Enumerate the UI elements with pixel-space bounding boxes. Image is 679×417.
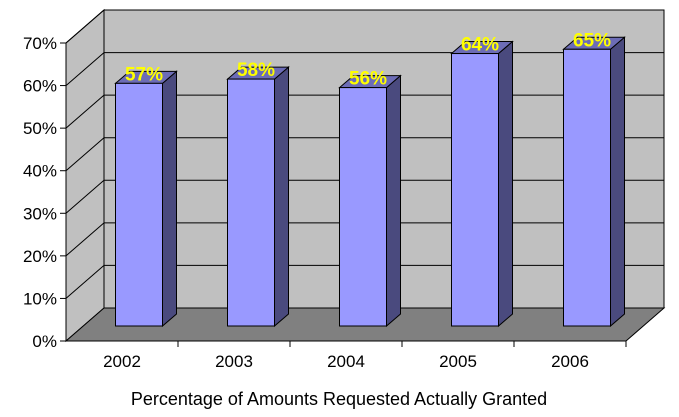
x-axis-label: Percentage of Amounts Requested Actually… <box>131 389 547 409</box>
data-label: 56% <box>349 69 387 90</box>
bar-side <box>387 76 401 326</box>
y-tick-label: 50% <box>23 119 57 138</box>
y-tick-label: 40% <box>23 162 57 181</box>
data-label: 57% <box>125 64 163 85</box>
y-tick-label: 70% <box>23 34 57 53</box>
data-label: 65% <box>573 30 611 51</box>
y-tick-label: 30% <box>23 204 57 223</box>
bar-side <box>611 37 625 326</box>
bar-side <box>499 42 513 326</box>
bar-side <box>275 67 289 326</box>
x-tick-label: 2006 <box>551 352 589 371</box>
bar <box>228 79 275 326</box>
x-tick-label: 2004 <box>327 352 365 371</box>
bar-side <box>163 71 177 326</box>
x-tick-label: 2005 <box>439 352 477 371</box>
y-tick-label: 20% <box>23 247 57 266</box>
bar <box>452 54 499 326</box>
x-axis-ticks: 2002 2003 2004 2005 2006 <box>103 341 626 371</box>
x-tick-label: 2003 <box>215 352 253 371</box>
y-axis-ticks: 0% 10% 20% 30% 40% 50% 60% 70% <box>23 34 66 351</box>
data-label: 64% <box>461 35 499 56</box>
side-wall <box>66 10 104 341</box>
y-tick-label: 0% <box>32 332 57 351</box>
y-tick-label: 10% <box>23 289 57 308</box>
bar <box>116 83 163 326</box>
data-label: 58% <box>237 60 275 81</box>
x-tick-label: 2002 <box>103 352 141 371</box>
bar <box>340 88 387 326</box>
y-tick-label: 60% <box>23 77 57 96</box>
bar <box>564 49 611 326</box>
